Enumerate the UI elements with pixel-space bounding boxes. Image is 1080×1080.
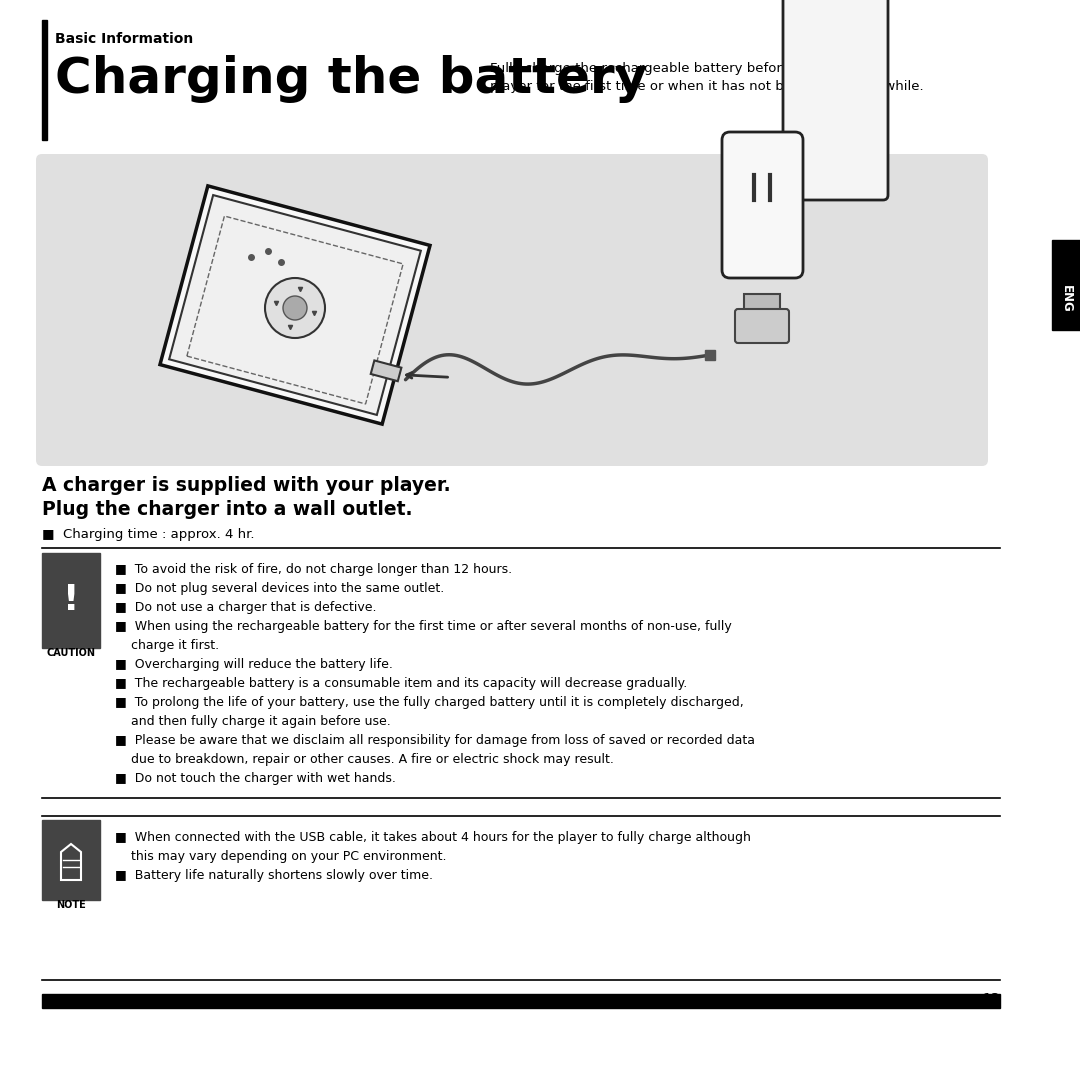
Bar xyxy=(744,294,780,310)
Text: ■  Do not touch the charger with wet hands.: ■ Do not touch the charger with wet hand… xyxy=(114,772,396,785)
Text: Charging the battery: Charging the battery xyxy=(55,55,647,103)
Text: player for the first time or when it has not been used for a while.: player for the first time or when it has… xyxy=(490,80,923,93)
Text: ■  Battery life naturally shortens slowly over time.: ■ Battery life naturally shortens slowly… xyxy=(114,869,433,882)
FancyBboxPatch shape xyxy=(723,132,804,278)
Text: ■  Please be aware that we disclaim all responsibility for damage from loss of s: ■ Please be aware that we disclaim all r… xyxy=(114,734,755,747)
Bar xyxy=(1052,240,1080,330)
Text: ENG: ENG xyxy=(1059,285,1072,313)
Circle shape xyxy=(265,278,325,338)
Text: ■  To avoid the risk of fire, do not charge longer than 12 hours.: ■ To avoid the risk of fire, do not char… xyxy=(114,563,512,576)
Text: ■  Charging time : approx. 4 hr.: ■ Charging time : approx. 4 hr. xyxy=(42,528,255,541)
Text: CAUTION: CAUTION xyxy=(46,648,95,658)
Text: A charger is supplied with your player.: A charger is supplied with your player. xyxy=(42,476,450,495)
FancyBboxPatch shape xyxy=(735,309,789,343)
Text: NOTE: NOTE xyxy=(56,900,86,910)
Polygon shape xyxy=(160,186,430,424)
Text: 13: 13 xyxy=(983,993,1000,1005)
FancyBboxPatch shape xyxy=(36,154,988,465)
Text: ■  The rechargeable battery is a consumable item and its capacity will decrease : ■ The rechargeable battery is a consumab… xyxy=(114,677,687,690)
Polygon shape xyxy=(370,361,402,381)
Text: ■  When using the rechargeable battery for the first time or after several month: ■ When using the rechargeable battery fo… xyxy=(114,620,732,633)
Bar xyxy=(42,820,100,900)
Bar xyxy=(42,21,48,140)
Bar xyxy=(42,994,1000,1008)
Text: ■  When connected with the USB cable, it takes about 4 hours for the player to f: ■ When connected with the USB cable, it … xyxy=(114,831,751,843)
Text: Fully charge the rechargeable battery before using the: Fully charge the rechargeable battery be… xyxy=(490,62,856,75)
FancyBboxPatch shape xyxy=(783,0,888,200)
Circle shape xyxy=(283,296,307,320)
Bar xyxy=(42,553,100,648)
Text: !: ! xyxy=(63,583,79,617)
Text: this may vary depending on your PC environment.: this may vary depending on your PC envir… xyxy=(114,850,446,863)
Text: and then fully charge it again before use.: and then fully charge it again before us… xyxy=(114,715,391,728)
Text: Plug the charger into a wall outlet.: Plug the charger into a wall outlet. xyxy=(42,500,413,519)
Text: ■  Overcharging will reduce the battery life.: ■ Overcharging will reduce the battery l… xyxy=(114,658,393,671)
Text: due to breakdown, repair or other causes. A fire or electric shock may result.: due to breakdown, repair or other causes… xyxy=(114,753,613,766)
Text: charge it first.: charge it first. xyxy=(114,639,219,652)
Text: ■  Do not use a charger that is defective.: ■ Do not use a charger that is defective… xyxy=(114,600,377,615)
Text: Basic Information: Basic Information xyxy=(55,32,193,46)
Text: ■  Do not plug several devices into the same outlet.: ■ Do not plug several devices into the s… xyxy=(114,582,444,595)
Text: ■  To prolong the life of your battery, use the fully charged battery until it i: ■ To prolong the life of your battery, u… xyxy=(114,696,744,708)
Polygon shape xyxy=(170,195,421,415)
